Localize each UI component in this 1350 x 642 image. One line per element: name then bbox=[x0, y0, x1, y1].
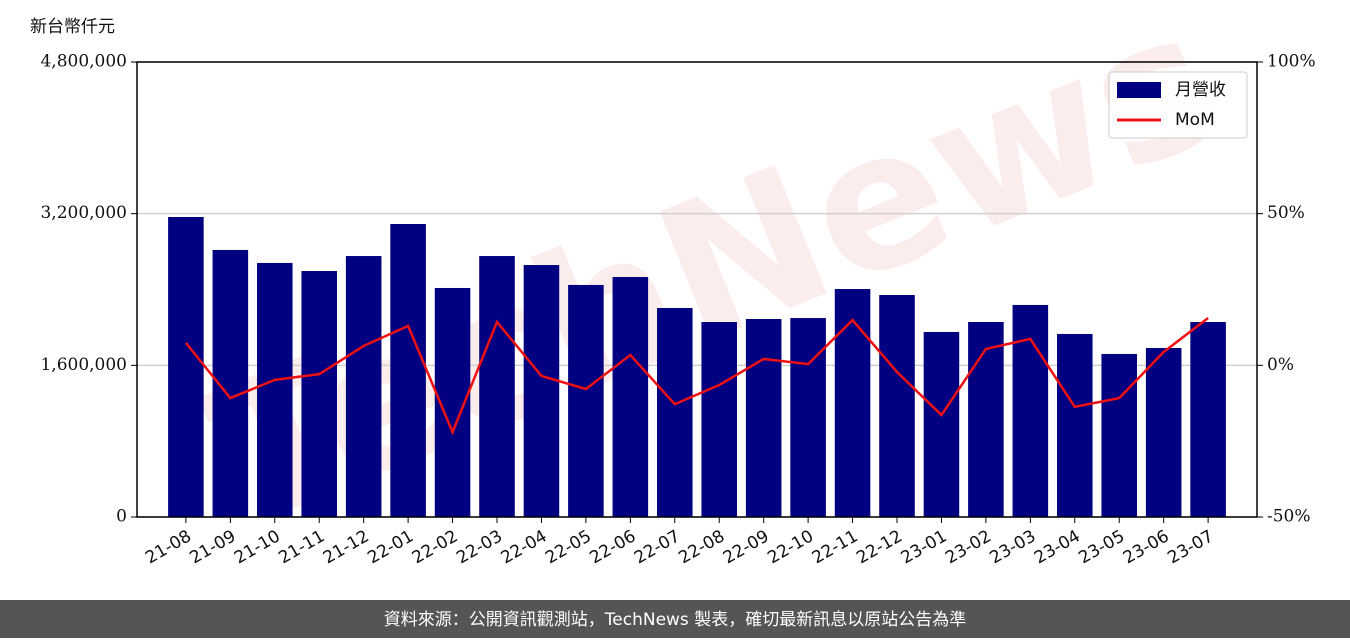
bar bbox=[301, 271, 337, 517]
bar bbox=[479, 256, 515, 517]
x-tick-label: 23-01 bbox=[898, 526, 951, 568]
footer-band bbox=[0, 600, 1350, 638]
bar bbox=[257, 262, 293, 517]
x-tick-label: 22-01 bbox=[364, 526, 417, 568]
x-tick-label: 23-02 bbox=[942, 526, 995, 568]
y2-tick-label: 0% bbox=[1267, 355, 1294, 375]
x-tick-label: 22-05 bbox=[542, 526, 595, 568]
x-tick-label: 22-02 bbox=[409, 526, 462, 568]
x-tick-label: 22-07 bbox=[631, 526, 684, 568]
x-tick-label: 23-07 bbox=[1164, 526, 1217, 568]
x-tick-label: 22-10 bbox=[764, 526, 817, 568]
bar bbox=[745, 318, 782, 517]
x-tick-label: 23-05 bbox=[1075, 526, 1128, 568]
legend-swatch bbox=[1117, 82, 1161, 98]
footer: 資料來源：公開資訊觀測站，TechNews 製表，確切最新訊息以原站公告為準 bbox=[384, 610, 966, 630]
legend-label: MoM bbox=[1175, 110, 1215, 130]
y-tick-label: 1,600,000 bbox=[40, 355, 127, 375]
bar bbox=[790, 318, 826, 517]
x-tick-label: 22-11 bbox=[809, 526, 862, 568]
bar bbox=[923, 331, 960, 517]
line bbox=[184, 317, 1209, 436]
bar bbox=[1012, 304, 1049, 517]
bar bbox=[1057, 333, 1093, 517]
bar bbox=[968, 322, 1004, 517]
y2-tick-label: -50% bbox=[1267, 507, 1311, 527]
y-tick-label: 0 bbox=[116, 507, 127, 527]
x-tick-label: 22-03 bbox=[453, 526, 506, 568]
bar bbox=[612, 276, 649, 517]
y-tick-label: 3,200,000 bbox=[40, 203, 127, 223]
y-axis-label: 新台幣仟元 bbox=[30, 17, 115, 37]
x-tick-label: 23-04 bbox=[1031, 526, 1084, 568]
x-tick-label: 21-08 bbox=[142, 526, 195, 568]
x-tick-label: 22-09 bbox=[720, 526, 773, 568]
bar bbox=[168, 216, 204, 517]
y-tick-label: 4,800,000 bbox=[40, 52, 127, 72]
bar bbox=[523, 265, 560, 517]
bar bbox=[657, 307, 693, 517]
x-tick-label: 22-12 bbox=[853, 526, 906, 568]
bar bbox=[701, 322, 737, 517]
bar bbox=[568, 284, 604, 517]
bar bbox=[834, 289, 871, 517]
x-tick-label: 23-06 bbox=[1120, 526, 1173, 568]
bar bbox=[1145, 347, 1182, 517]
bar bbox=[390, 223, 426, 517]
x-tick-label: 22-06 bbox=[587, 526, 640, 568]
bar bbox=[345, 256, 382, 517]
x-tick-label: 22-08 bbox=[675, 526, 728, 568]
y2-tick-label: 100% bbox=[1267, 52, 1316, 72]
x-tick-label: 22-04 bbox=[498, 526, 551, 568]
x-tick-label: 23-03 bbox=[987, 526, 1040, 568]
bar bbox=[1190, 322, 1226, 517]
x-tick-label: 21-09 bbox=[187, 526, 240, 568]
bar bbox=[1101, 353, 1137, 517]
plot-frame bbox=[136, 61, 1258, 518]
y2-tick-label: 50% bbox=[1267, 203, 1305, 223]
bar bbox=[879, 294, 915, 517]
legend-label: 月營收 bbox=[1175, 80, 1226, 100]
